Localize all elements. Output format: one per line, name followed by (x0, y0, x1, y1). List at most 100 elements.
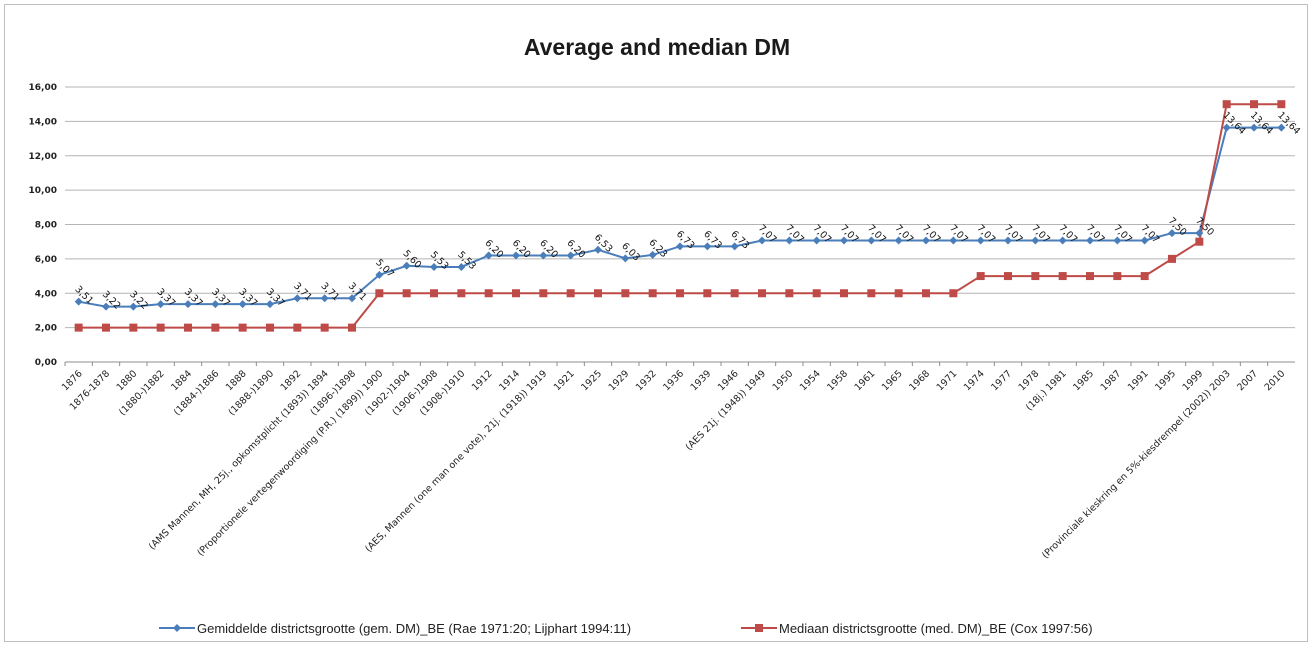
legend-label: Mediaan districtsgrootte (med. DM)_BE (C… (779, 621, 1093, 636)
chart-title: Average and median DM (524, 34, 790, 60)
median-data-point (74, 323, 83, 332)
y-tick-label: 4,00 (35, 289, 57, 299)
data-label: 7,07 (947, 223, 970, 246)
x-tick-label: 1961 (853, 368, 878, 393)
x-tick-label: 1995 (1153, 368, 1178, 393)
mean-data-point (785, 236, 794, 245)
data-label: 7,07 (1139, 223, 1162, 246)
median-data-point (730, 289, 739, 298)
x-tick-label: 1965 (880, 368, 905, 393)
mean-data-point (1140, 236, 1149, 245)
x-tick-label: 1987 (1099, 368, 1124, 393)
mean-data-point (703, 242, 712, 251)
median-data-point (922, 289, 930, 298)
data-label: 7,07 (920, 223, 943, 246)
mean-data-point (1113, 236, 1122, 245)
data-label: 6,03 (619, 241, 642, 264)
mean-series-line (78, 126, 1282, 308)
median-data-point (1031, 272, 1040, 281)
x-tick-label: 1936 (661, 368, 686, 393)
x-tick-label: 1985 (1071, 368, 1096, 393)
x-tick-label: 1929 (607, 368, 632, 393)
y-tick-label: 2,00 (35, 324, 57, 334)
median-data-point (512, 289, 520, 298)
median-data-point (211, 323, 220, 332)
x-tick-label: 1876 (60, 368, 85, 393)
x-tick-label: 1932 (634, 368, 659, 393)
x-tick-label: 1974 (962, 368, 987, 393)
legend-label: Gemiddelde districtsgrootte (gem. DM)_BE… (197, 621, 631, 636)
data-label: 3,71 (319, 281, 342, 304)
mean-data-point (184, 300, 192, 309)
median-data-point (1113, 272, 1122, 281)
median-data-point (594, 289, 602, 298)
x-tick-label: 1914 (497, 368, 522, 393)
median-data-point (812, 289, 821, 298)
data-label: 3,22 (127, 289, 150, 312)
x-tick-label: 1978 (1017, 368, 1042, 393)
mean-data-point (1168, 229, 1176, 238)
median-data-point (703, 289, 712, 298)
mean-data-point (1058, 236, 1067, 245)
median-data-point (1195, 237, 1204, 246)
data-label: 7,07 (1111, 223, 1134, 246)
median-data-point (129, 323, 138, 332)
mean-data-point (129, 302, 138, 311)
data-label: 7,07 (1057, 223, 1080, 246)
mean-data-point (74, 297, 83, 306)
x-tick-label: 1884 (169, 368, 194, 393)
mean-data-point (1195, 229, 1204, 238)
data-label: 7,07 (783, 223, 806, 246)
data-label: 7,50 (1193, 215, 1216, 238)
median-data-point (648, 289, 657, 298)
data-labels: 3,51 3,22 3,22 3,37 3,37 3,37 3,37 3,37 3,71 3,71… (73, 110, 1303, 312)
median-data-point (1086, 272, 1094, 281)
x-tick-label: 1892 (279, 368, 304, 393)
median-data-point (676, 289, 684, 298)
data-label: 3,37 (209, 286, 232, 309)
x-tick-label: 1925 (579, 368, 604, 393)
y-tick-label: 14,00 (29, 117, 57, 127)
mean-data-point (812, 236, 821, 245)
mean-data-point (894, 236, 903, 245)
x-tick-label: 1888 (224, 368, 249, 393)
median-data-point (484, 289, 493, 298)
x-tick-label: 1977 (989, 368, 1014, 393)
data-label: 3,71 (291, 281, 314, 304)
mean-data-point (484, 251, 493, 260)
mean-data-point (457, 262, 466, 271)
mean-data-point (1086, 236, 1094, 245)
mean-data-point (512, 251, 520, 260)
median-data-point (375, 289, 384, 298)
median-data-point (1058, 272, 1067, 281)
median-data-point (430, 289, 438, 298)
mean-data-point (594, 245, 602, 254)
data-label: 3,71 (346, 281, 369, 304)
y-axis-ticks: 0,00 2,00 4,00 6,00 8,00 10,00 12,00 14,00 16,00 (29, 83, 57, 368)
median-data-point (1222, 100, 1231, 109)
y-tick-label: 6,00 (35, 255, 57, 265)
mean-data-point (621, 254, 630, 263)
mean-data-point (949, 236, 958, 245)
mean-data-point (1222, 123, 1231, 132)
x-tick-label: 1999 (1181, 368, 1206, 393)
mean-data-point (867, 236, 876, 245)
data-label: 7,07 (811, 223, 834, 246)
mean-data-point (266, 300, 274, 309)
gridlines (65, 86, 1295, 363)
y-tick-label: 10,00 (29, 186, 57, 196)
x-tick-label: 2007 (1235, 368, 1260, 393)
median-data-point (785, 289, 794, 298)
median-data-point (566, 289, 575, 298)
data-label: 3,37 (155, 286, 178, 309)
mean-data-point (156, 300, 165, 309)
mean-data-point (375, 270, 384, 279)
mean-data-point (1250, 123, 1258, 132)
mean-data-point (1031, 236, 1040, 245)
line-chart: Average and median DM 0,00 2,00 4,00 6,00 8,… (29, 34, 1303, 636)
median-data-point (1250, 100, 1258, 109)
median-data-point (894, 289, 903, 298)
x-tick-label: 1968 (907, 368, 932, 393)
mean-data-point (976, 236, 985, 245)
